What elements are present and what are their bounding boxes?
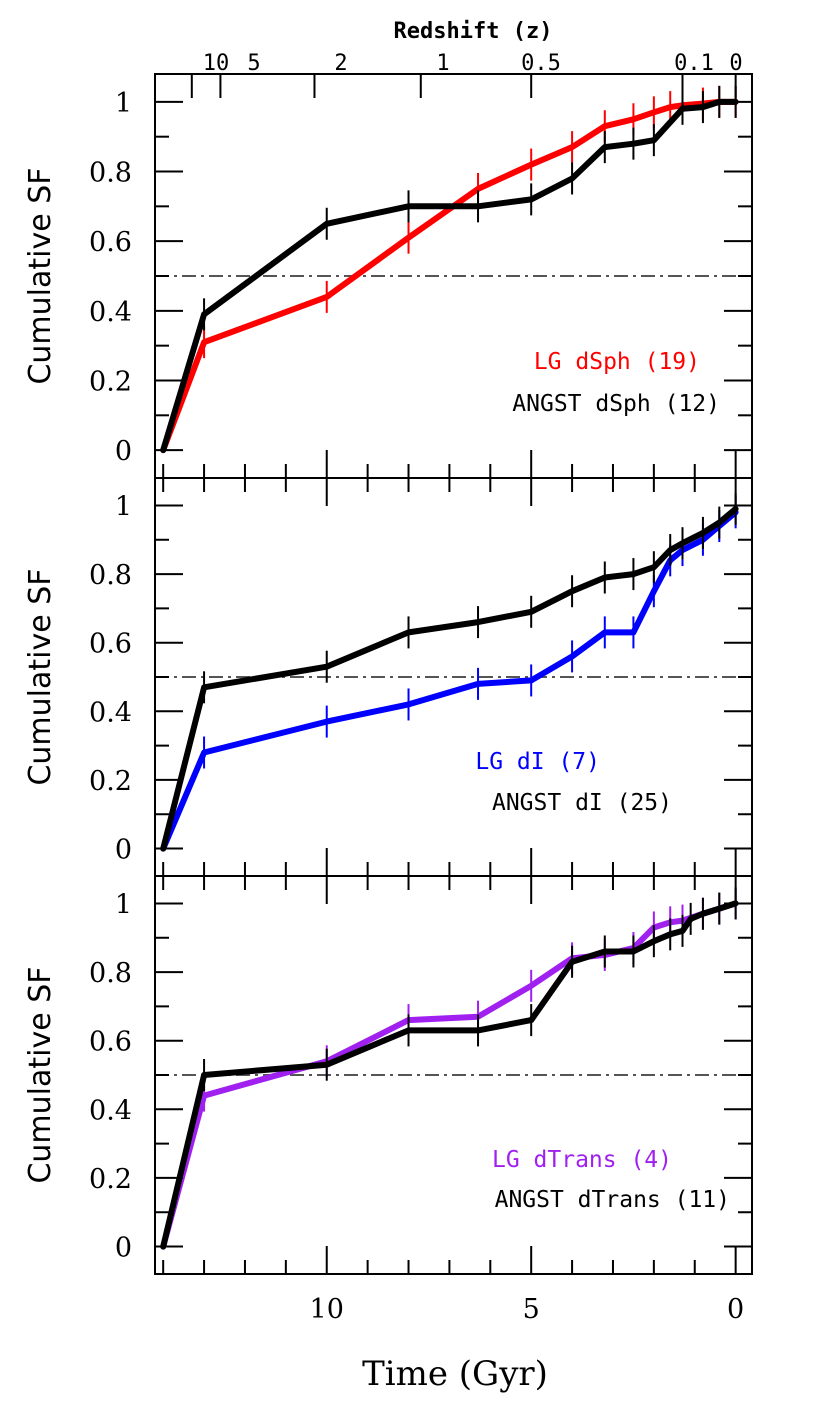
- redshift-tick-label: 0.1: [674, 51, 714, 76]
- y-tick-label: 1: [115, 889, 132, 920]
- x-axis-title: Time (Gyr): [362, 1354, 548, 1394]
- legend-entry: ANGST dI (25): [492, 790, 672, 816]
- series-lines: [160, 85, 739, 1250]
- y-tick-label: 1: [115, 491, 132, 522]
- x-tick-label: 10: [310, 1294, 344, 1325]
- redshift-tick-label: 5: [247, 51, 260, 76]
- y-tick-label: 1: [115, 88, 132, 119]
- y-tick-label: 0.2: [89, 1164, 132, 1195]
- axis-ticks: [155, 74, 752, 1274]
- panel-frames: [154, 73, 753, 1275]
- y-tick-label: 0.2: [89, 766, 132, 797]
- reference-lines: [155, 275, 752, 1076]
- y-tick-label: 0.6: [89, 227, 132, 258]
- redshift-tick-label: 2: [334, 51, 347, 76]
- legend-entry: LG dI (7): [475, 749, 600, 775]
- legends: LG dSph (19) ANGST dSph (12) LG dI (7) ANGS…: [475, 349, 730, 1213]
- top-axis-title: Redshift (z): [394, 19, 553, 44]
- y-tick-label: 0.6: [89, 1027, 132, 1058]
- legend-entry: LG dSph (19): [534, 349, 700, 375]
- y-tick-label: 0.8: [89, 560, 132, 591]
- x-tick-label: 5: [523, 1294, 540, 1325]
- y-tick-label: 0.2: [89, 366, 132, 397]
- y-tick-label: 0.4: [89, 1095, 132, 1126]
- y-axis-title: Cumulative SF: [23, 167, 58, 384]
- series-3-2: [160, 887, 739, 1250]
- y-tick-label: 0.4: [89, 297, 132, 328]
- y-axis-title: Cumulative SF: [23, 568, 58, 785]
- redshift-tick-label: 10: [203, 51, 230, 76]
- legend-entry: ANGST dTrans (11): [495, 1187, 730, 1213]
- legend-entry: LG dTrans (4): [492, 1147, 672, 1173]
- y-tick-label: 0.6: [89, 629, 132, 660]
- redshift-tick-label: 1: [436, 51, 449, 76]
- redshift-tick-label: 0.5: [521, 51, 561, 76]
- y-tick-label: 0: [115, 1233, 132, 1264]
- y-axis-title: Cumulative SF: [23, 966, 58, 1183]
- series-line: [160, 98, 739, 454]
- series-line: [160, 900, 739, 1250]
- y-tick-label: 0.8: [89, 158, 132, 189]
- y-tick-label: 0: [115, 835, 132, 866]
- legend-entry: ANGST dSph (12): [512, 391, 720, 417]
- y-tick-label: 0.8: [89, 958, 132, 989]
- x-tick-label: 0: [727, 1294, 744, 1325]
- series-1-2: [160, 85, 739, 454]
- y-tick-label: 0.4: [89, 697, 132, 728]
- redshift-tick-label: 0: [729, 51, 742, 76]
- y-tick-label: 0: [115, 436, 132, 467]
